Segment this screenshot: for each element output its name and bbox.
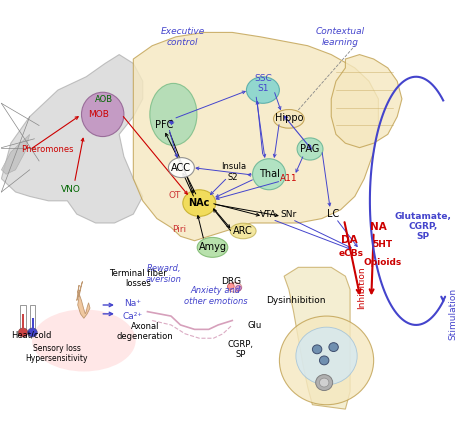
Text: VTA: VTA bbox=[260, 210, 277, 219]
Text: Axonal
degeneration: Axonal degeneration bbox=[117, 322, 173, 341]
Circle shape bbox=[18, 328, 28, 337]
Polygon shape bbox=[1, 54, 143, 223]
Text: Insula
S2: Insula S2 bbox=[221, 162, 246, 182]
Circle shape bbox=[316, 375, 333, 391]
Polygon shape bbox=[133, 33, 378, 241]
Circle shape bbox=[329, 343, 338, 351]
Text: PAG: PAG bbox=[301, 144, 320, 153]
Text: Inhibition: Inhibition bbox=[357, 266, 366, 309]
Text: Dysinhibition: Dysinhibition bbox=[266, 296, 326, 305]
Ellipse shape bbox=[246, 77, 279, 103]
Circle shape bbox=[28, 328, 37, 337]
Bar bbox=[20, 305, 26, 331]
Ellipse shape bbox=[228, 282, 242, 292]
Text: A11: A11 bbox=[280, 174, 298, 183]
Text: Heat/cold: Heat/cold bbox=[11, 330, 51, 339]
Text: NA: NA bbox=[370, 222, 387, 231]
Bar bbox=[32, 318, 34, 331]
Text: AOB: AOB bbox=[95, 95, 113, 104]
Text: Stimulation: Stimulation bbox=[448, 288, 457, 340]
Ellipse shape bbox=[273, 110, 304, 128]
Text: Ca²⁺: Ca²⁺ bbox=[122, 312, 143, 321]
Bar bbox=[22, 314, 25, 331]
Text: OT: OT bbox=[169, 190, 181, 199]
Ellipse shape bbox=[253, 159, 285, 190]
Polygon shape bbox=[77, 281, 90, 318]
Text: NAc: NAc bbox=[188, 198, 209, 208]
Ellipse shape bbox=[82, 92, 124, 136]
Text: Amyg: Amyg bbox=[199, 242, 227, 252]
Text: CGRP,
SP: CGRP, SP bbox=[228, 339, 254, 359]
Text: DRG: DRG bbox=[221, 277, 241, 286]
Text: Contextual
learning: Contextual learning bbox=[316, 27, 365, 46]
Circle shape bbox=[296, 327, 357, 385]
Text: SSC
S1: SSC S1 bbox=[254, 74, 272, 93]
Text: Reward,
aversion: Reward, aversion bbox=[146, 264, 182, 284]
Text: Hippo: Hippo bbox=[274, 112, 303, 123]
Bar bbox=[30, 305, 36, 331]
Circle shape bbox=[319, 378, 329, 387]
Ellipse shape bbox=[32, 310, 136, 372]
Text: VNO: VNO bbox=[61, 185, 81, 194]
Text: Terminal fiber
losses: Terminal fiber losses bbox=[109, 268, 167, 288]
Text: Na⁺: Na⁺ bbox=[124, 299, 141, 308]
Circle shape bbox=[312, 345, 322, 354]
Text: ACC: ACC bbox=[172, 163, 191, 173]
Circle shape bbox=[319, 356, 329, 365]
Text: eCBs: eCBs bbox=[338, 248, 364, 258]
Text: Glu: Glu bbox=[248, 321, 262, 330]
Text: Piri: Piri bbox=[173, 225, 187, 234]
Text: Sensory loss
Hypersensitivity: Sensory loss Hypersensitivity bbox=[26, 344, 88, 363]
Ellipse shape bbox=[197, 237, 228, 257]
Ellipse shape bbox=[150, 83, 197, 145]
Text: PFC: PFC bbox=[155, 120, 173, 131]
Text: Glutamate,
CGRP,
SP: Glutamate, CGRP, SP bbox=[395, 212, 452, 241]
Text: LC: LC bbox=[328, 209, 340, 219]
Circle shape bbox=[236, 285, 241, 291]
Text: Opioids: Opioids bbox=[364, 257, 402, 267]
Text: MOB: MOB bbox=[89, 110, 109, 119]
Text: ARC: ARC bbox=[233, 226, 253, 236]
Ellipse shape bbox=[297, 138, 323, 160]
Ellipse shape bbox=[183, 190, 216, 216]
Text: Anxiety and
other emotions: Anxiety and other emotions bbox=[184, 286, 247, 306]
Text: 5HT: 5HT bbox=[372, 240, 392, 249]
Polygon shape bbox=[1, 134, 30, 174]
Text: Thal: Thal bbox=[259, 169, 280, 179]
Polygon shape bbox=[284, 267, 350, 409]
Text: SNr: SNr bbox=[281, 210, 297, 219]
Circle shape bbox=[279, 316, 374, 405]
Ellipse shape bbox=[168, 157, 194, 178]
Text: Executive
control: Executive control bbox=[161, 27, 205, 46]
Circle shape bbox=[228, 283, 234, 289]
Polygon shape bbox=[331, 54, 402, 148]
Ellipse shape bbox=[230, 223, 256, 239]
Text: Pheromones: Pheromones bbox=[21, 145, 74, 154]
Text: DA: DA bbox=[341, 235, 357, 245]
